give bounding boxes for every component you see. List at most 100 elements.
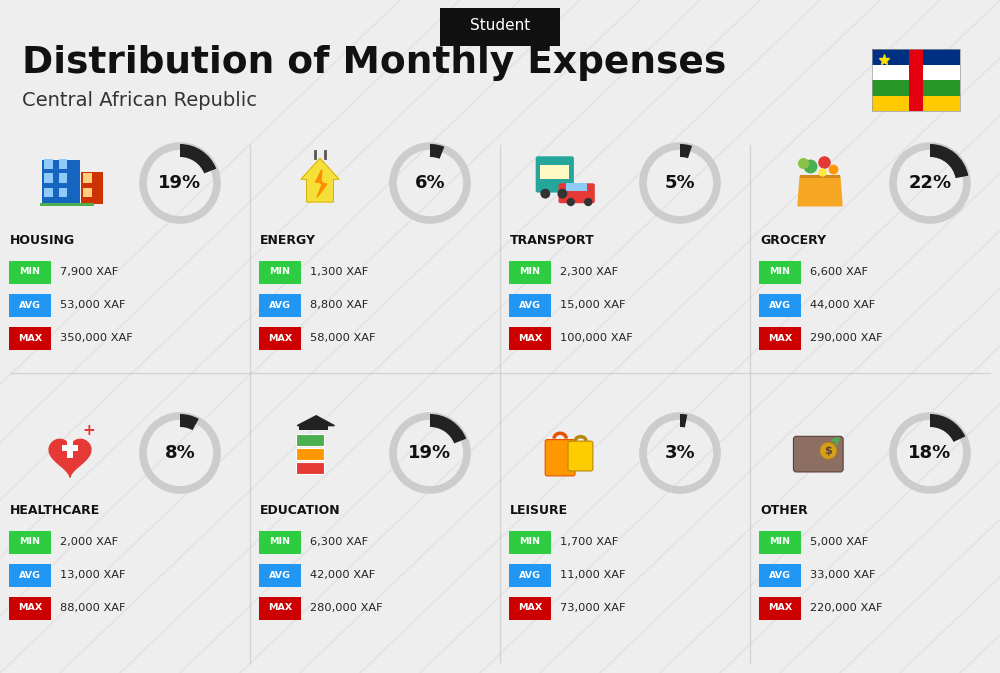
- FancyBboxPatch shape: [83, 188, 92, 197]
- Text: AVG: AVG: [519, 571, 541, 579]
- Text: HOUSING: HOUSING: [10, 234, 75, 246]
- Text: HEALTHCARE: HEALTHCARE: [10, 503, 100, 516]
- Text: 290,000 XAF: 290,000 XAF: [810, 333, 883, 343]
- Text: AVG: AVG: [19, 571, 41, 579]
- FancyBboxPatch shape: [296, 462, 324, 474]
- FancyBboxPatch shape: [872, 96, 960, 111]
- FancyBboxPatch shape: [9, 596, 51, 620]
- FancyBboxPatch shape: [536, 156, 574, 192]
- FancyBboxPatch shape: [540, 165, 569, 179]
- Text: 6,300 XAF: 6,300 XAF: [310, 537, 368, 547]
- Text: 5%: 5%: [665, 174, 695, 192]
- Circle shape: [820, 442, 837, 459]
- Text: 1,300 XAF: 1,300 XAF: [310, 267, 368, 277]
- Text: Student: Student: [470, 18, 530, 34]
- Text: 13,000 XAF: 13,000 XAF: [60, 570, 126, 580]
- Text: MAX: MAX: [18, 604, 42, 612]
- Text: MIN: MIN: [20, 267, 40, 277]
- Text: 53,000 XAF: 53,000 XAF: [60, 300, 126, 310]
- Circle shape: [567, 198, 575, 206]
- Wedge shape: [180, 414, 199, 430]
- Polygon shape: [315, 170, 327, 197]
- Text: LEISURE: LEISURE: [510, 503, 568, 516]
- Text: 100,000 XAF: 100,000 XAF: [560, 333, 633, 343]
- FancyBboxPatch shape: [259, 563, 301, 586]
- Text: MAX: MAX: [18, 334, 42, 343]
- Wedge shape: [180, 144, 216, 174]
- Text: MIN: MIN: [270, 267, 290, 277]
- FancyBboxPatch shape: [9, 563, 51, 586]
- Text: MAX: MAX: [518, 604, 542, 612]
- Text: AVG: AVG: [269, 301, 291, 310]
- Text: MIN: MIN: [520, 267, 540, 277]
- Text: $: $: [824, 446, 832, 456]
- Text: 8,800 XAF: 8,800 XAF: [310, 300, 368, 310]
- FancyBboxPatch shape: [59, 188, 67, 197]
- Text: 5,000 XAF: 5,000 XAF: [810, 537, 868, 547]
- FancyBboxPatch shape: [44, 159, 53, 168]
- FancyBboxPatch shape: [509, 293, 551, 316]
- Text: 8%: 8%: [165, 444, 195, 462]
- FancyBboxPatch shape: [759, 530, 801, 553]
- FancyBboxPatch shape: [509, 563, 551, 586]
- FancyBboxPatch shape: [44, 188, 53, 197]
- Text: AVG: AVG: [269, 571, 291, 579]
- FancyBboxPatch shape: [81, 172, 103, 204]
- Text: AVG: AVG: [769, 301, 791, 310]
- FancyBboxPatch shape: [59, 173, 67, 183]
- Text: MAX: MAX: [768, 334, 792, 343]
- FancyBboxPatch shape: [559, 183, 595, 203]
- FancyBboxPatch shape: [872, 49, 960, 65]
- Text: 19%: 19%: [408, 444, 452, 462]
- FancyBboxPatch shape: [793, 436, 843, 472]
- Text: MAX: MAX: [768, 604, 792, 612]
- FancyBboxPatch shape: [509, 326, 551, 349]
- Wedge shape: [680, 414, 687, 427]
- Text: 19%: 19%: [158, 174, 202, 192]
- FancyBboxPatch shape: [566, 183, 587, 191]
- Text: MAX: MAX: [268, 334, 292, 343]
- Wedge shape: [430, 414, 466, 444]
- Text: 18%: 18%: [908, 444, 952, 462]
- Text: 7,900 XAF: 7,900 XAF: [60, 267, 118, 277]
- FancyBboxPatch shape: [44, 173, 53, 183]
- Text: MIN: MIN: [520, 538, 540, 546]
- FancyBboxPatch shape: [296, 433, 324, 446]
- FancyBboxPatch shape: [545, 439, 575, 476]
- Polygon shape: [798, 176, 842, 206]
- Text: MAX: MAX: [518, 334, 542, 343]
- Text: MAX: MAX: [268, 604, 292, 612]
- Text: AVG: AVG: [19, 301, 41, 310]
- Text: GROCERY: GROCERY: [760, 234, 826, 246]
- FancyBboxPatch shape: [299, 425, 328, 430]
- Text: +: +: [83, 423, 95, 437]
- Text: 2,300 XAF: 2,300 XAF: [560, 267, 618, 277]
- Text: 44,000 XAF: 44,000 XAF: [810, 300, 875, 310]
- Text: 6,600 XAF: 6,600 XAF: [810, 267, 868, 277]
- Circle shape: [584, 198, 592, 206]
- Text: Distribution of Monthly Expenses: Distribution of Monthly Expenses: [22, 45, 726, 81]
- FancyBboxPatch shape: [872, 65, 960, 80]
- Text: 280,000 XAF: 280,000 XAF: [310, 603, 383, 613]
- Text: 3%: 3%: [665, 444, 695, 462]
- Text: 220,000 XAF: 220,000 XAF: [810, 603, 883, 613]
- FancyBboxPatch shape: [509, 260, 551, 283]
- Text: Central African Republic: Central African Republic: [22, 92, 257, 110]
- FancyBboxPatch shape: [59, 159, 67, 168]
- Text: AVG: AVG: [519, 301, 541, 310]
- Text: EDUCATION: EDUCATION: [260, 503, 341, 516]
- FancyBboxPatch shape: [759, 326, 801, 349]
- Text: MIN: MIN: [270, 538, 290, 546]
- FancyBboxPatch shape: [9, 293, 51, 316]
- FancyBboxPatch shape: [800, 174, 840, 178]
- Wedge shape: [680, 144, 692, 158]
- FancyBboxPatch shape: [9, 530, 51, 553]
- Text: 73,000 XAF: 73,000 XAF: [560, 603, 626, 613]
- FancyBboxPatch shape: [568, 441, 593, 471]
- Text: 11,000 XAF: 11,000 XAF: [560, 570, 626, 580]
- Polygon shape: [301, 158, 339, 202]
- Text: 6%: 6%: [415, 174, 445, 192]
- FancyBboxPatch shape: [67, 440, 73, 458]
- Text: 88,000 XAF: 88,000 XAF: [60, 603, 126, 613]
- Wedge shape: [430, 144, 444, 159]
